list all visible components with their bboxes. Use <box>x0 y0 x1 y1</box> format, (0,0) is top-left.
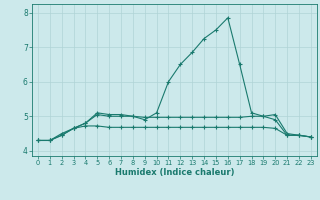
X-axis label: Humidex (Indice chaleur): Humidex (Indice chaleur) <box>115 168 234 177</box>
